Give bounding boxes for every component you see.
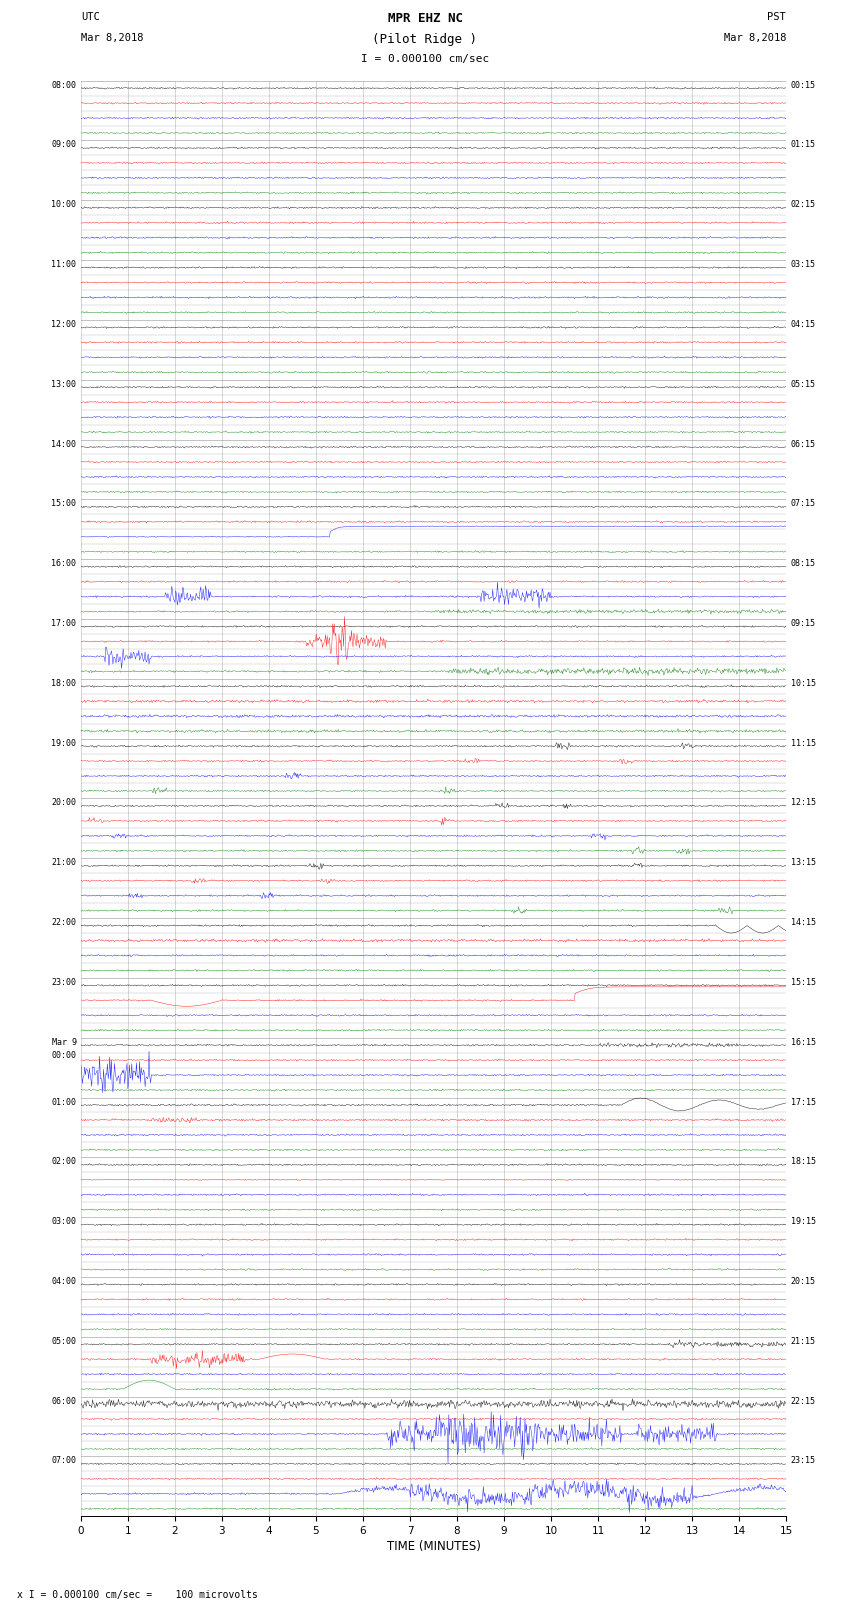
Text: 05:15: 05:15 xyxy=(790,379,815,389)
Text: 08:15: 08:15 xyxy=(790,560,815,568)
Text: 00:00: 00:00 xyxy=(52,1050,76,1060)
Text: 06:15: 06:15 xyxy=(790,440,815,448)
Text: 11:15: 11:15 xyxy=(790,739,815,747)
Text: 07:15: 07:15 xyxy=(790,500,815,508)
Text: 12:00: 12:00 xyxy=(52,319,76,329)
Text: 08:00: 08:00 xyxy=(52,81,76,90)
Text: 18:15: 18:15 xyxy=(790,1158,815,1166)
Text: Mar 8,2018: Mar 8,2018 xyxy=(723,32,786,44)
Text: I = 0.000100 cm/sec: I = 0.000100 cm/sec xyxy=(361,53,489,65)
Text: 22:00: 22:00 xyxy=(52,918,76,927)
Text: 03:15: 03:15 xyxy=(790,260,815,269)
Text: Mar 8,2018: Mar 8,2018 xyxy=(81,32,144,44)
Text: 12:15: 12:15 xyxy=(790,798,815,808)
Text: 17:00: 17:00 xyxy=(52,619,76,627)
Text: 14:00: 14:00 xyxy=(52,440,76,448)
Text: 09:15: 09:15 xyxy=(790,619,815,627)
Text: UTC: UTC xyxy=(81,11,99,23)
Text: x I = 0.000100 cm/sec =    100 microvolts: x I = 0.000100 cm/sec = 100 microvolts xyxy=(17,1590,258,1600)
Text: MPR EHZ NC: MPR EHZ NC xyxy=(388,11,462,26)
Text: 19:00: 19:00 xyxy=(52,739,76,747)
Text: 20:15: 20:15 xyxy=(790,1277,815,1286)
Text: 01:15: 01:15 xyxy=(790,140,815,150)
Text: 23:00: 23:00 xyxy=(52,977,76,987)
Text: 10:15: 10:15 xyxy=(790,679,815,687)
Text: 21:00: 21:00 xyxy=(52,858,76,868)
Text: 02:15: 02:15 xyxy=(790,200,815,210)
Text: 16:15: 16:15 xyxy=(790,1037,815,1047)
Text: 19:15: 19:15 xyxy=(790,1218,815,1226)
Text: 13:00: 13:00 xyxy=(52,379,76,389)
Text: 07:00: 07:00 xyxy=(52,1457,76,1465)
Text: 03:00: 03:00 xyxy=(52,1218,76,1226)
Text: 01:00: 01:00 xyxy=(52,1097,76,1107)
Text: 16:00: 16:00 xyxy=(52,560,76,568)
Text: 04:00: 04:00 xyxy=(52,1277,76,1286)
Text: PST: PST xyxy=(768,11,786,23)
Text: 02:00: 02:00 xyxy=(52,1158,76,1166)
Text: 04:15: 04:15 xyxy=(790,319,815,329)
Text: 15:15: 15:15 xyxy=(790,977,815,987)
Text: 11:00: 11:00 xyxy=(52,260,76,269)
Text: 22:15: 22:15 xyxy=(790,1397,815,1405)
Text: Mar 9: Mar 9 xyxy=(52,1037,76,1047)
Text: 14:15: 14:15 xyxy=(790,918,815,927)
Text: 15:00: 15:00 xyxy=(52,500,76,508)
Text: 00:15: 00:15 xyxy=(790,81,815,90)
Text: 09:00: 09:00 xyxy=(52,140,76,150)
Text: 18:00: 18:00 xyxy=(52,679,76,687)
Text: 06:00: 06:00 xyxy=(52,1397,76,1405)
Text: 17:15: 17:15 xyxy=(790,1097,815,1107)
Text: 05:00: 05:00 xyxy=(52,1337,76,1345)
Text: 13:15: 13:15 xyxy=(790,858,815,868)
Text: (Pilot Ridge ): (Pilot Ridge ) xyxy=(372,32,478,47)
X-axis label: TIME (MINUTES): TIME (MINUTES) xyxy=(387,1540,480,1553)
Text: 21:15: 21:15 xyxy=(790,1337,815,1345)
Text: 20:00: 20:00 xyxy=(52,798,76,808)
Text: 23:15: 23:15 xyxy=(790,1457,815,1465)
Text: 10:00: 10:00 xyxy=(52,200,76,210)
